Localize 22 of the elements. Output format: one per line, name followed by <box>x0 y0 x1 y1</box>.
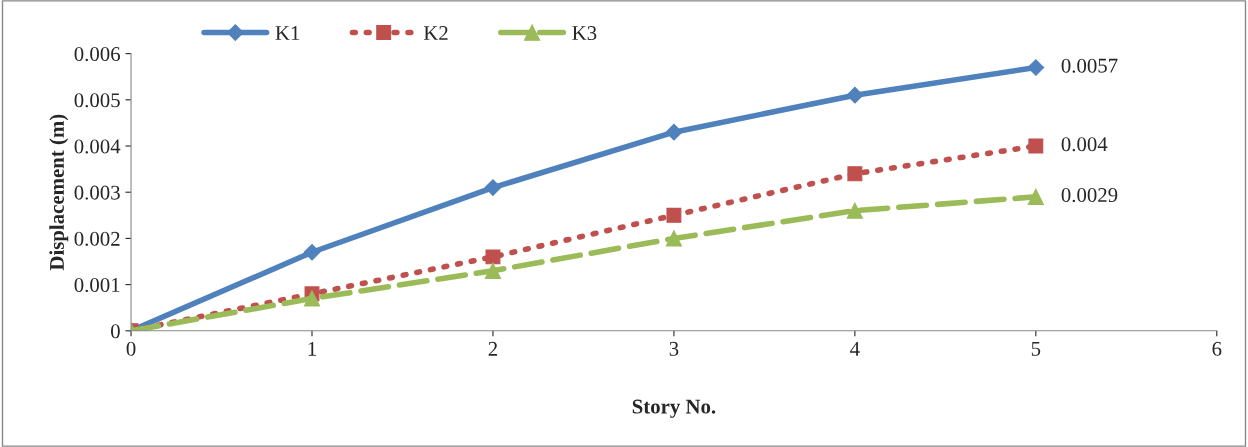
x-tick-label: 3 <box>669 341 679 356</box>
y-axis-title: Displacement (m) <box>49 114 69 271</box>
y-tick-label: 0 <box>111 324 120 339</box>
data-label: 0.0057 <box>1061 58 1118 73</box>
x-tick-label: 4 <box>850 341 860 356</box>
x-axis-title: Story No. <box>632 399 716 418</box>
y-tick-label: 0.003 <box>74 185 120 200</box>
y-tick-label: 0.001 <box>74 277 120 293</box>
x-tick-label: 1 <box>308 341 316 356</box>
legend-label: K1 <box>275 26 300 40</box>
legend-label: K3 <box>572 26 597 41</box>
data-label: 0.004 <box>1061 137 1108 152</box>
y-tick-label: 0.004 <box>74 139 121 154</box>
x-tick-label: 5 <box>1031 342 1041 356</box>
x-tick-label: 2 <box>488 341 498 356</box>
x-tick-label: 0 <box>126 341 136 356</box>
y-tick-label: 0.002 <box>74 231 120 246</box>
data-label: 0.0029 <box>1061 187 1118 203</box>
y-tick-label: 0.005 <box>74 93 120 108</box>
legend-label: K2 <box>423 26 448 40</box>
y-tick-label: 0.006 <box>74 47 120 62</box>
x-tick-label: 6 <box>1212 341 1222 356</box>
